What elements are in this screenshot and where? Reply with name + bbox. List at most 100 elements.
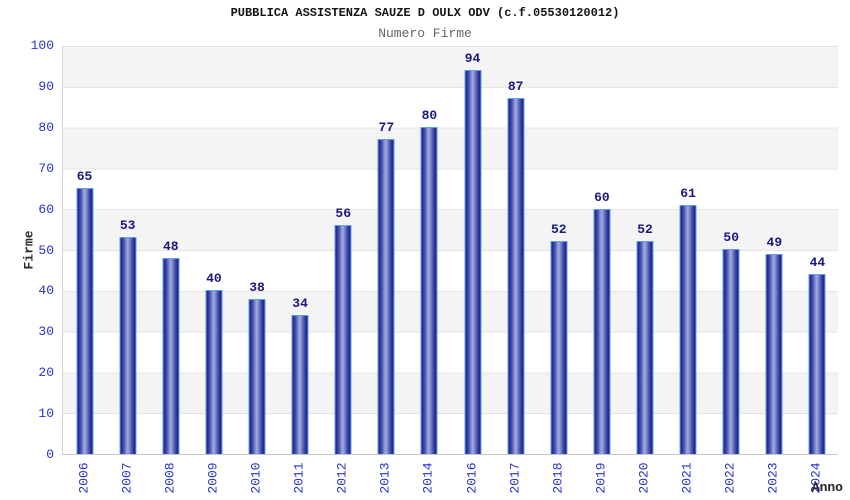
x-axis-labels: 2006 2007 2008 2009 2010 2011 2012 2013 2014 2016… bbox=[62, 456, 838, 500]
x-tick-label: 2014 bbox=[420, 462, 436, 494]
x-tick-label: 2019 bbox=[593, 462, 609, 494]
x-tick-2008: 2008 bbox=[148, 456, 191, 500]
x-tick-label: 2010 bbox=[248, 462, 264, 494]
bar-slot-2022: 50 bbox=[710, 46, 753, 454]
bar-2007 bbox=[119, 237, 137, 454]
x-tick-label: 2006 bbox=[76, 462, 92, 494]
x-tick-2023: 2023 bbox=[752, 456, 795, 500]
bar-slot-2009: 40 bbox=[192, 46, 235, 454]
x-tick-label: 2012 bbox=[334, 462, 350, 494]
x-tick-2011: 2011 bbox=[278, 456, 321, 500]
bar-value-label: 52 bbox=[637, 222, 653, 237]
bar-value-label: 65 bbox=[76, 169, 93, 184]
bar-value-label: 56 bbox=[335, 206, 352, 221]
bar-2010 bbox=[248, 299, 266, 454]
bar-value-label: 44 bbox=[809, 255, 826, 270]
bar-2014 bbox=[420, 127, 438, 454]
x-tick-label: 2021 bbox=[679, 462, 695, 494]
bar-2012 bbox=[334, 225, 352, 454]
x-tick-label: 2007 bbox=[119, 462, 135, 494]
bar-slot-2023: 49 bbox=[753, 46, 796, 454]
x-tick-2012: 2012 bbox=[321, 456, 364, 500]
x-tick-label: 2022 bbox=[722, 462, 738, 494]
bar-value-label: 50 bbox=[723, 230, 740, 245]
bar-slot-2020: 52 bbox=[623, 46, 666, 454]
x-tick-2013: 2013 bbox=[364, 456, 407, 500]
x-tick-label: 2011 bbox=[291, 462, 307, 494]
bar-slot-2007: 53 bbox=[106, 46, 149, 454]
bar-value-label: 60 bbox=[594, 190, 610, 205]
x-tick-label: 2009 bbox=[205, 462, 221, 494]
x-tick-2020: 2020 bbox=[622, 456, 665, 500]
y-tick-20: 20 bbox=[38, 365, 54, 381]
x-tick-2010: 2010 bbox=[234, 456, 277, 500]
x-tick-label: 2013 bbox=[377, 462, 393, 494]
x-tick-2021: 2021 bbox=[666, 456, 709, 500]
bar-slot-2019: 60 bbox=[580, 46, 623, 454]
bar-slot-2017: 87 bbox=[494, 46, 537, 454]
bar-value-label: 40 bbox=[206, 271, 222, 286]
bar-2016 bbox=[464, 70, 482, 454]
bar-2017 bbox=[507, 98, 525, 454]
bar-2023 bbox=[765, 254, 783, 454]
bar-2021 bbox=[679, 205, 697, 454]
bar-slot-2008: 48 bbox=[149, 46, 192, 454]
bar-slot-2021: 61 bbox=[667, 46, 710, 454]
y-tick-10: 10 bbox=[38, 406, 54, 422]
y-tick-60: 60 bbox=[38, 201, 54, 217]
x-tick-2014: 2014 bbox=[407, 456, 450, 500]
bar-slot-2010: 38 bbox=[235, 46, 278, 454]
bar-2019 bbox=[593, 209, 611, 454]
bar-2020 bbox=[636, 241, 654, 454]
x-tick-label: 2017 bbox=[507, 462, 523, 494]
bar-value-label: 49 bbox=[766, 235, 783, 250]
bar-value-label: 48 bbox=[162, 239, 179, 254]
bar-slot-2016: 94 bbox=[451, 46, 494, 454]
bar-slot-2014: 80 bbox=[408, 46, 451, 454]
x-tick-label: 2023 bbox=[765, 462, 781, 494]
bar-2018 bbox=[550, 241, 568, 454]
bar-2006 bbox=[76, 188, 94, 454]
bar-slot-2011: 34 bbox=[279, 46, 322, 454]
bar-value-label: 77 bbox=[378, 120, 395, 135]
chart-title: PUBBLICA ASSISTENZA SAUZE D OULX ODV (c.… bbox=[230, 6, 620, 20]
x-axis-title: Anno bbox=[811, 480, 843, 495]
y-tick-0: 0 bbox=[46, 447, 54, 462]
x-tick-2006: 2006 bbox=[62, 456, 105, 500]
x-tick-2016: 2016 bbox=[450, 456, 493, 500]
x-tick-label: 2016 bbox=[464, 462, 480, 494]
x-tick-2017: 2017 bbox=[493, 456, 536, 500]
bars-container: 65 53 48 40 38 34 56 77 80 94 87 52 60 52 61 50 49 44 bbox=[63, 46, 838, 454]
bar-value-label: 53 bbox=[119, 218, 136, 233]
bar-slot-2006: 65 bbox=[63, 46, 106, 454]
y-tick-100: 100 bbox=[30, 38, 54, 53]
bar-2011 bbox=[291, 315, 309, 454]
x-tick-2019: 2019 bbox=[579, 456, 622, 500]
bar-value-label: 34 bbox=[292, 296, 308, 311]
chart-subtitle: Numero Firme bbox=[378, 26, 472, 41]
bar-slot-2024: 44 bbox=[796, 46, 839, 454]
bar-value-label: 94 bbox=[464, 51, 481, 66]
bar-2024 bbox=[808, 274, 826, 454]
bar-slot-2018: 52 bbox=[537, 46, 580, 454]
bar-2022 bbox=[722, 249, 740, 454]
x-tick-label: 2018 bbox=[550, 462, 566, 494]
y-tick-70: 70 bbox=[38, 160, 54, 176]
y-tick-30: 30 bbox=[38, 324, 54, 340]
x-tick-2009: 2009 bbox=[191, 456, 234, 500]
bar-2008 bbox=[162, 258, 180, 454]
y-tick-80: 80 bbox=[38, 119, 54, 135]
bar-value-label: 80 bbox=[421, 108, 438, 123]
y-tick-40: 40 bbox=[38, 283, 54, 299]
x-tick-label: 2020 bbox=[636, 462, 652, 494]
x-tick-2018: 2018 bbox=[536, 456, 579, 500]
plot-area: 65 53 48 40 38 34 56 77 80 94 87 52 60 52 61 50 49 44 bbox=[62, 46, 838, 455]
bar-slot-2013: 77 bbox=[365, 46, 408, 454]
y-tick-90: 90 bbox=[38, 78, 54, 94]
x-tick-2007: 2007 bbox=[105, 456, 148, 500]
y-tick-50: 50 bbox=[38, 242, 54, 258]
bar-slot-2012: 56 bbox=[322, 46, 365, 454]
bar-value-label: 52 bbox=[550, 222, 567, 237]
x-tick-label: 2008 bbox=[162, 462, 178, 494]
